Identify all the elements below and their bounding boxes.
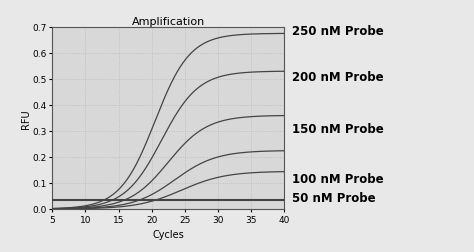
Text: 200 nM Probe: 200 nM Probe — [292, 70, 383, 83]
Text: 250 nM Probe: 250 nM Probe — [292, 25, 383, 38]
Text: 50 nM Probe: 50 nM Probe — [292, 191, 375, 204]
Y-axis label: RFU: RFU — [21, 109, 31, 128]
X-axis label: Cycles: Cycles — [153, 229, 184, 239]
Text: 150 nM Probe: 150 nM Probe — [292, 122, 383, 135]
Title: Amplification: Amplification — [132, 17, 205, 27]
Text: 100 nM Probe: 100 nM Probe — [292, 172, 383, 185]
